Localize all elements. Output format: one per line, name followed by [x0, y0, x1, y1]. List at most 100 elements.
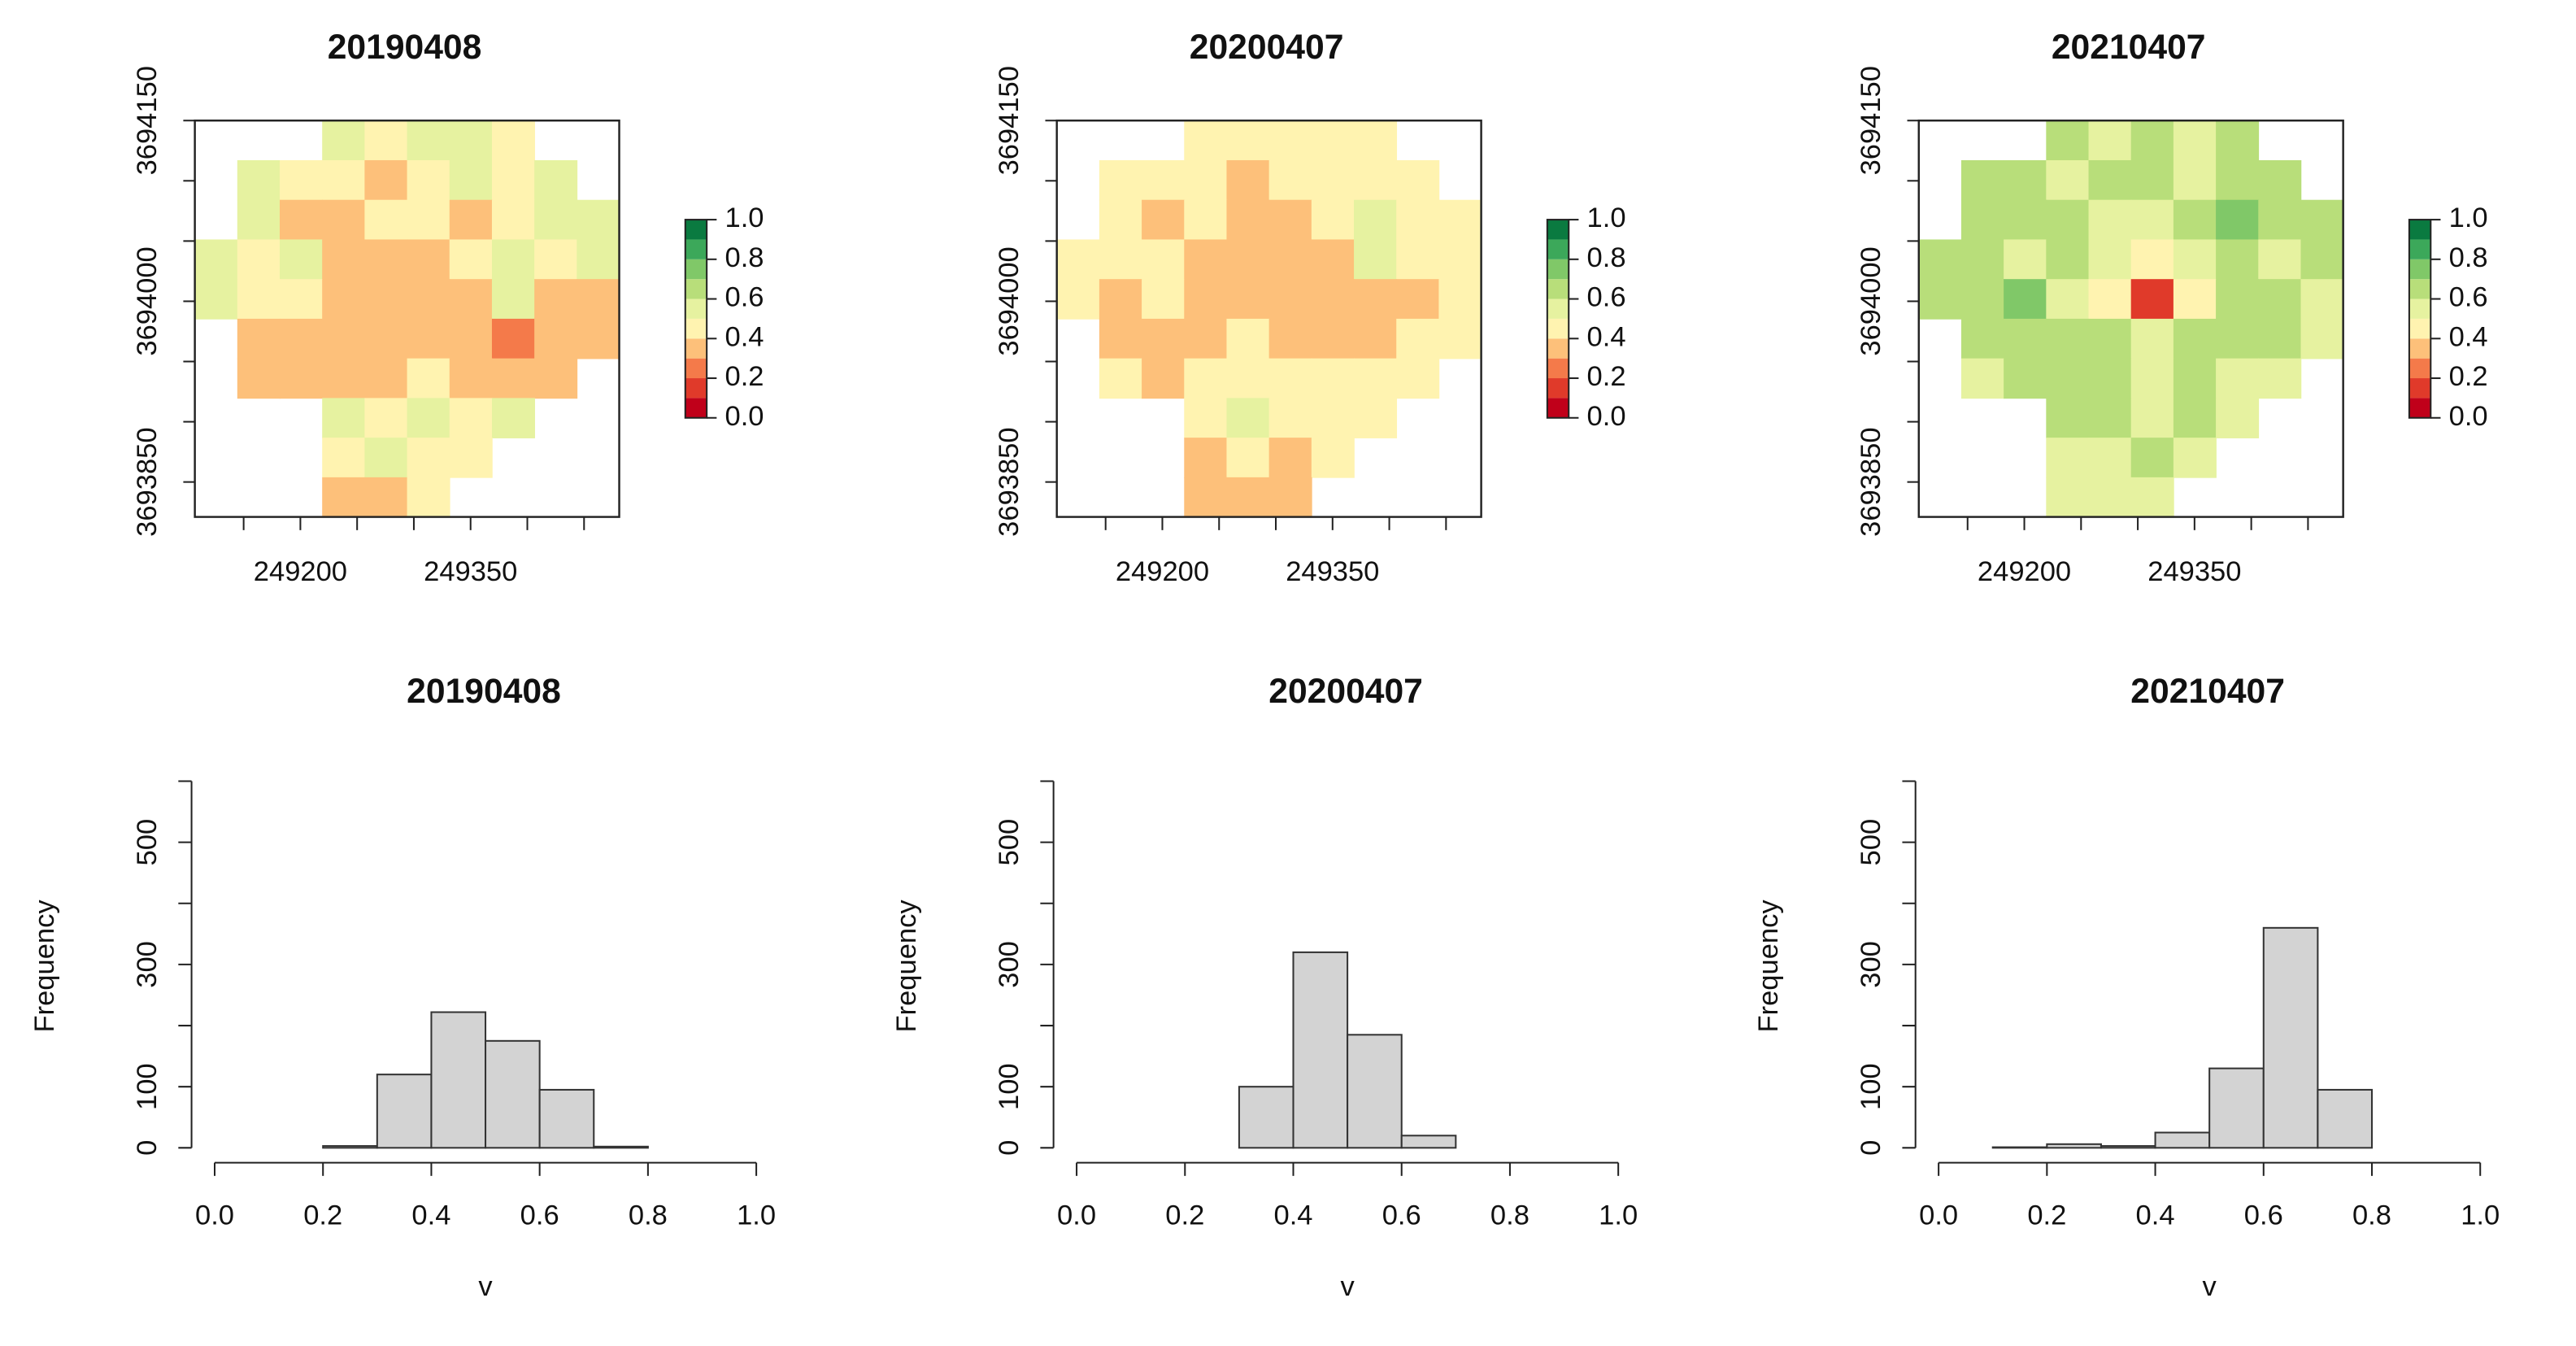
raster-cell — [1311, 239, 1355, 280]
raster-cell — [1226, 120, 1270, 161]
colorbar-swatch — [685, 239, 707, 259]
colorbar-frame — [1546, 219, 1570, 419]
raster-cell — [2216, 199, 2260, 241]
raster-cell — [491, 358, 535, 399]
colorbar-swatch — [685, 378, 707, 399]
y-tick-label: 3693850 — [132, 427, 163, 536]
raster-cell — [1396, 159, 1440, 201]
colorbar-swatch — [1547, 378, 1569, 399]
colorbar-label: 0.4 — [725, 321, 764, 352]
raster-cell — [1311, 120, 1355, 161]
raster-cell — [2046, 398, 2090, 438]
raster-cell — [2216, 239, 2260, 280]
hist-bar — [2046, 1143, 2102, 1149]
raster-cell — [1226, 358, 1270, 399]
colorbar-label: 0.2 — [725, 361, 764, 392]
raster-cell — [1354, 120, 1398, 161]
raster-cell — [1268, 239, 1312, 280]
raster-cell — [2258, 318, 2302, 359]
raster-cell — [1268, 358, 1312, 399]
hist-bar — [2262, 926, 2319, 1149]
raster-cell — [1099, 199, 1142, 241]
raster-cell — [1268, 438, 1312, 478]
raster-cell — [280, 159, 324, 201]
raster-cell — [237, 159, 281, 201]
raster-cell — [1438, 199, 1482, 241]
raster-cell — [1056, 279, 1100, 320]
raster-cell — [1354, 279, 1398, 320]
raster-cell — [322, 159, 366, 201]
x-axis-label: v — [2203, 1271, 2217, 1302]
y-tick-label: 100 — [1856, 1063, 1886, 1110]
raster-cell — [407, 398, 450, 438]
x-tick-label: 0.2 — [1165, 1200, 1204, 1231]
raster-cell — [1396, 318, 1440, 359]
raster-cell — [2216, 279, 2260, 320]
raster-cell — [491, 318, 535, 359]
raster-cell — [577, 318, 620, 359]
y-tick-label: 100 — [994, 1063, 1025, 1110]
raster-cell — [1354, 239, 1398, 280]
x-tick-label: 249200 — [254, 556, 347, 587]
colorbar-swatch — [1547, 239, 1569, 259]
hist-title: 20190408 — [407, 672, 561, 711]
raster-cell — [491, 398, 535, 438]
raster-cell — [449, 159, 493, 201]
raster-cell — [407, 477, 450, 518]
raster-cell — [237, 318, 281, 359]
raster-cell — [322, 438, 366, 478]
raster-cell — [364, 318, 408, 359]
raster-cell — [2046, 358, 2090, 399]
raster-cell — [364, 358, 408, 399]
y-tick-label: 3694000 — [1856, 246, 1886, 355]
hist-title: 20210407 — [2130, 672, 2285, 711]
raster-cell — [1960, 279, 2004, 320]
x-tick-label: 1.0 — [737, 1200, 776, 1231]
raster-cell — [407, 159, 450, 201]
raster-cell — [2130, 159, 2174, 201]
raster-cell — [1354, 199, 1398, 241]
raster-cell — [449, 438, 493, 478]
colorbar-label: 0.6 — [1587, 282, 1626, 313]
raster-cell — [1311, 438, 1355, 478]
raster-cell — [1184, 358, 1228, 399]
raster-cell — [2046, 318, 2090, 359]
y-axis-label: Frequency — [29, 900, 60, 1033]
raster-cell — [1184, 199, 1228, 241]
hist-bar — [1347, 1034, 1403, 1149]
map-title: 20200407 — [1190, 28, 1344, 67]
raster-cell — [1226, 477, 1270, 518]
raster-cell — [1311, 398, 1355, 438]
raster-cell — [449, 120, 493, 161]
colorbar-swatch — [2408, 239, 2431, 259]
raster-cell — [2173, 438, 2217, 478]
raster-cell — [1918, 239, 1962, 280]
raster-cell — [2258, 159, 2302, 201]
hist-bar — [2154, 1131, 2211, 1149]
raster-cell — [1960, 318, 2004, 359]
hist-bar — [485, 1039, 541, 1149]
raster-cell — [2004, 159, 2047, 201]
raster-cell — [1099, 318, 1142, 359]
raster-cell — [1226, 159, 1270, 201]
y-tick-label: 3694000 — [994, 246, 1025, 355]
raster-cell — [1142, 358, 1186, 399]
raster-cell — [280, 199, 324, 241]
colorbar-label: 0.6 — [2449, 282, 2488, 313]
raster-cell — [2046, 120, 2090, 161]
colorbar-swatch — [1547, 398, 1569, 418]
raster-cell — [322, 199, 366, 241]
y-tick-label: 3694150 — [994, 66, 1025, 175]
colorbar-swatch — [2408, 220, 2431, 240]
x-tick-label: 1.0 — [1599, 1200, 1638, 1231]
raster-cell — [1184, 477, 1228, 518]
raster-cell — [280, 279, 324, 320]
x-axis-label: v — [1340, 1271, 1355, 1302]
raster-cell — [407, 358, 450, 399]
raster-cell — [2216, 398, 2260, 438]
raster-cell — [2130, 438, 2174, 478]
hist-bar — [2208, 1067, 2265, 1149]
raster-cell — [2004, 318, 2047, 359]
raster-cell — [1142, 279, 1186, 320]
y-tick-label: 3693850 — [1856, 427, 1886, 536]
